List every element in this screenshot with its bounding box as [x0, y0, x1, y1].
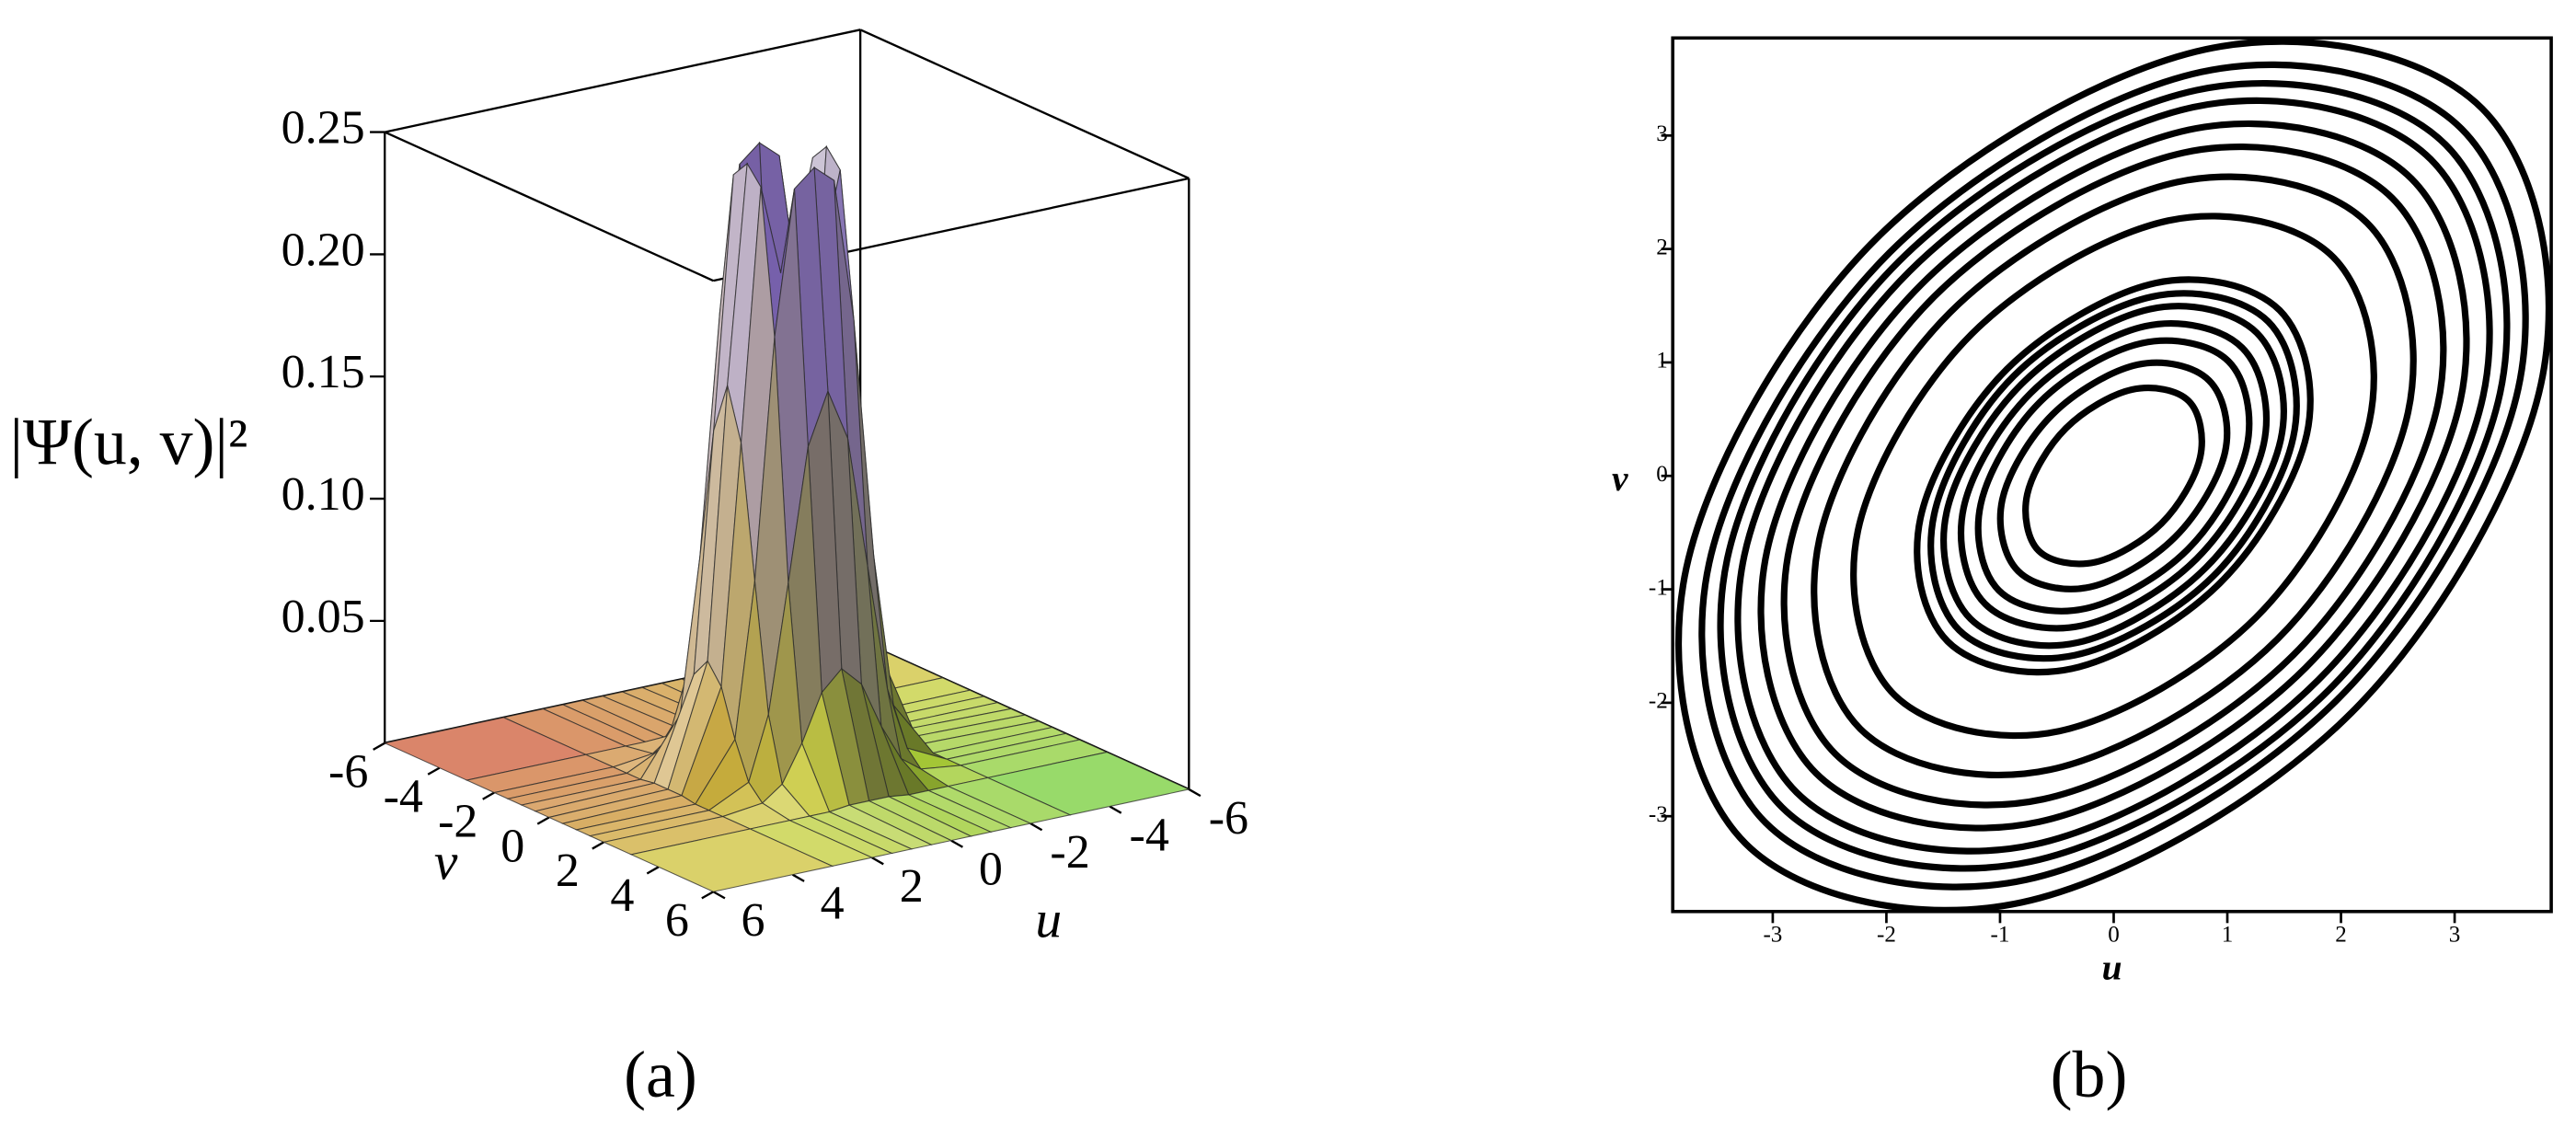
- u-tick: [871, 857, 884, 866]
- x-tick-label: 3: [2449, 922, 2461, 947]
- contour-line: [2022, 385, 2205, 568]
- z-tick-label: 0.05: [282, 591, 365, 643]
- contour-line: [1811, 173, 2417, 779]
- y-tick-label: 3: [1656, 121, 1668, 146]
- caption: (b): [2051, 1038, 2128, 1111]
- contour-line: [1734, 97, 2493, 855]
- v-tick: [427, 766, 441, 776]
- x-tick-label: 0: [2108, 922, 2120, 947]
- contour-line: [1674, 38, 2552, 912]
- u-tick: [791, 873, 805, 882]
- box-edge: [384, 131, 714, 282]
- x-tick-label: 2: [2335, 922, 2347, 947]
- contour-line: [1717, 80, 2511, 872]
- v-tick-label: -4: [384, 770, 423, 822]
- x-tick-label: -1: [1991, 922, 2010, 947]
- u-tick-label: -4: [1130, 809, 1169, 861]
- contour-line: [1914, 276, 2314, 676]
- box-edge: [384, 29, 861, 133]
- u-axis-label: u: [1035, 891, 1062, 949]
- u-tick: [1188, 788, 1202, 798]
- y-tick-label: 0: [1656, 462, 1668, 487]
- x-tick-label: 1: [2222, 922, 2234, 947]
- contour-line: [1927, 290, 2300, 662]
- y-tick-label: -1: [1649, 575, 1668, 600]
- box-edge: [859, 29, 1190, 179]
- y-tick-label: -3: [1649, 802, 1668, 827]
- plot-frame: [1671, 36, 2553, 914]
- v-tick-label: -2: [438, 795, 477, 847]
- u-tick-label: 6: [741, 894, 765, 947]
- u-tick: [712, 891, 726, 900]
- z-tick-label: 0.15: [282, 346, 365, 398]
- v-tick: [646, 866, 660, 875]
- contour-plot: -3 -2 -1 0 1 2 3 -3 -2 -1 0 1 2 3: [1649, 36, 2553, 947]
- u-tick-label: -6: [1209, 792, 1248, 845]
- u-tick: [1029, 822, 1043, 832]
- contour-line: [1780, 143, 2447, 809]
- v-tick-label: 0: [500, 820, 524, 872]
- u-tick-label: 4: [821, 878, 845, 930]
- contour-line: [1698, 61, 2529, 891]
- u-tick-label: -2: [1050, 826, 1089, 879]
- u-tick: [1109, 805, 1122, 814]
- u-tick-label: 2: [900, 860, 924, 913]
- y-tick-label: 1: [1656, 349, 1668, 374]
- contour-line: [1757, 120, 2470, 832]
- y-tick-label: -2: [1649, 689, 1668, 714]
- y-axis-label: v: [1612, 458, 1628, 499]
- contour-line: [1850, 213, 2377, 740]
- z-tick-label: 0.25: [282, 102, 365, 155]
- caption: (a): [624, 1038, 697, 1111]
- contour-line: [1940, 303, 2287, 650]
- contour-line: [1958, 320, 2270, 632]
- z-tick-label: 0.20: [282, 224, 365, 276]
- v-tick-label: 6: [665, 894, 689, 947]
- surface-patch: [629, 828, 834, 892]
- v-tick-label: 2: [556, 845, 580, 897]
- v-tick: [373, 742, 385, 751]
- x-axis-label: u: [2102, 947, 2122, 987]
- contour-line: [1974, 337, 2253, 615]
- x-tick-label: -2: [1877, 922, 1896, 947]
- v-tick: [482, 791, 495, 800]
- z-tick-label: 0.10: [282, 468, 365, 521]
- v-tick-label: 4: [610, 869, 634, 922]
- v-tick: [592, 841, 604, 850]
- x-tick-label: -3: [1763, 922, 1782, 947]
- v-tick: [701, 891, 714, 900]
- contours: [1674, 38, 2552, 912]
- z-axis-label: |Ψ(u, v)|²: [10, 406, 248, 479]
- contour-line: [1996, 359, 2231, 592]
- v-tick: [536, 816, 550, 825]
- u-tick: [950, 839, 963, 848]
- v-axis-label: v: [434, 833, 458, 891]
- u-tick-label: 0: [979, 843, 1003, 895]
- v-tick-label: -6: [328, 746, 368, 799]
- y-tick-label: 2: [1656, 235, 1668, 259]
